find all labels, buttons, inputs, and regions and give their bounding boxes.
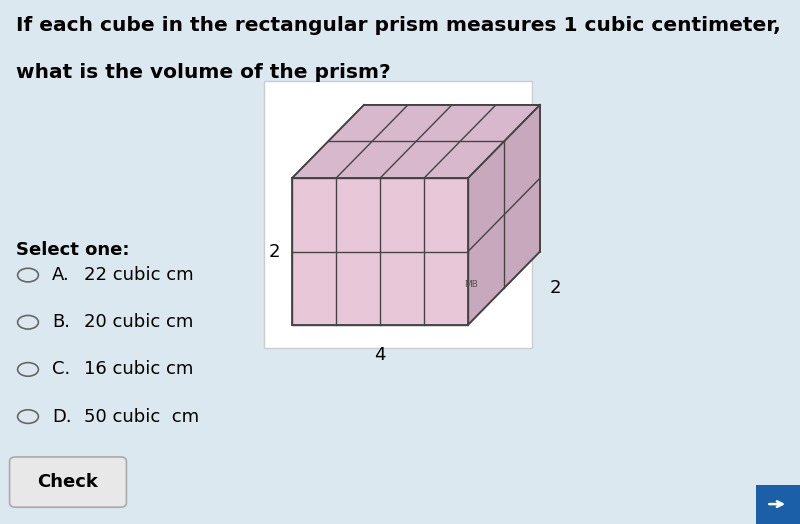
Text: C.: C. xyxy=(52,361,70,378)
Text: 2: 2 xyxy=(550,279,561,297)
Polygon shape xyxy=(292,105,540,178)
FancyBboxPatch shape xyxy=(10,457,126,507)
Text: Check: Check xyxy=(38,473,98,491)
Text: 20 cubic cm: 20 cubic cm xyxy=(84,313,194,331)
FancyBboxPatch shape xyxy=(756,485,800,524)
Text: 4: 4 xyxy=(374,346,386,364)
Text: 16 cubic cm: 16 cubic cm xyxy=(84,361,194,378)
Text: 22 cubic cm: 22 cubic cm xyxy=(84,266,194,284)
Text: B.: B. xyxy=(52,313,70,331)
Text: 50 cubic  cm: 50 cubic cm xyxy=(84,408,199,425)
Text: 2: 2 xyxy=(269,243,280,260)
Text: Select one:: Select one: xyxy=(16,241,130,259)
Text: A.: A. xyxy=(52,266,70,284)
FancyBboxPatch shape xyxy=(264,81,532,348)
Text: MB: MB xyxy=(464,280,478,289)
Polygon shape xyxy=(292,178,468,325)
Text: If each cube in the rectangular prism measures 1 cubic centimeter,: If each cube in the rectangular prism me… xyxy=(16,16,781,35)
Polygon shape xyxy=(468,105,540,325)
Text: D.: D. xyxy=(52,408,72,425)
Text: what is the volume of the prism?: what is the volume of the prism? xyxy=(16,63,390,82)
